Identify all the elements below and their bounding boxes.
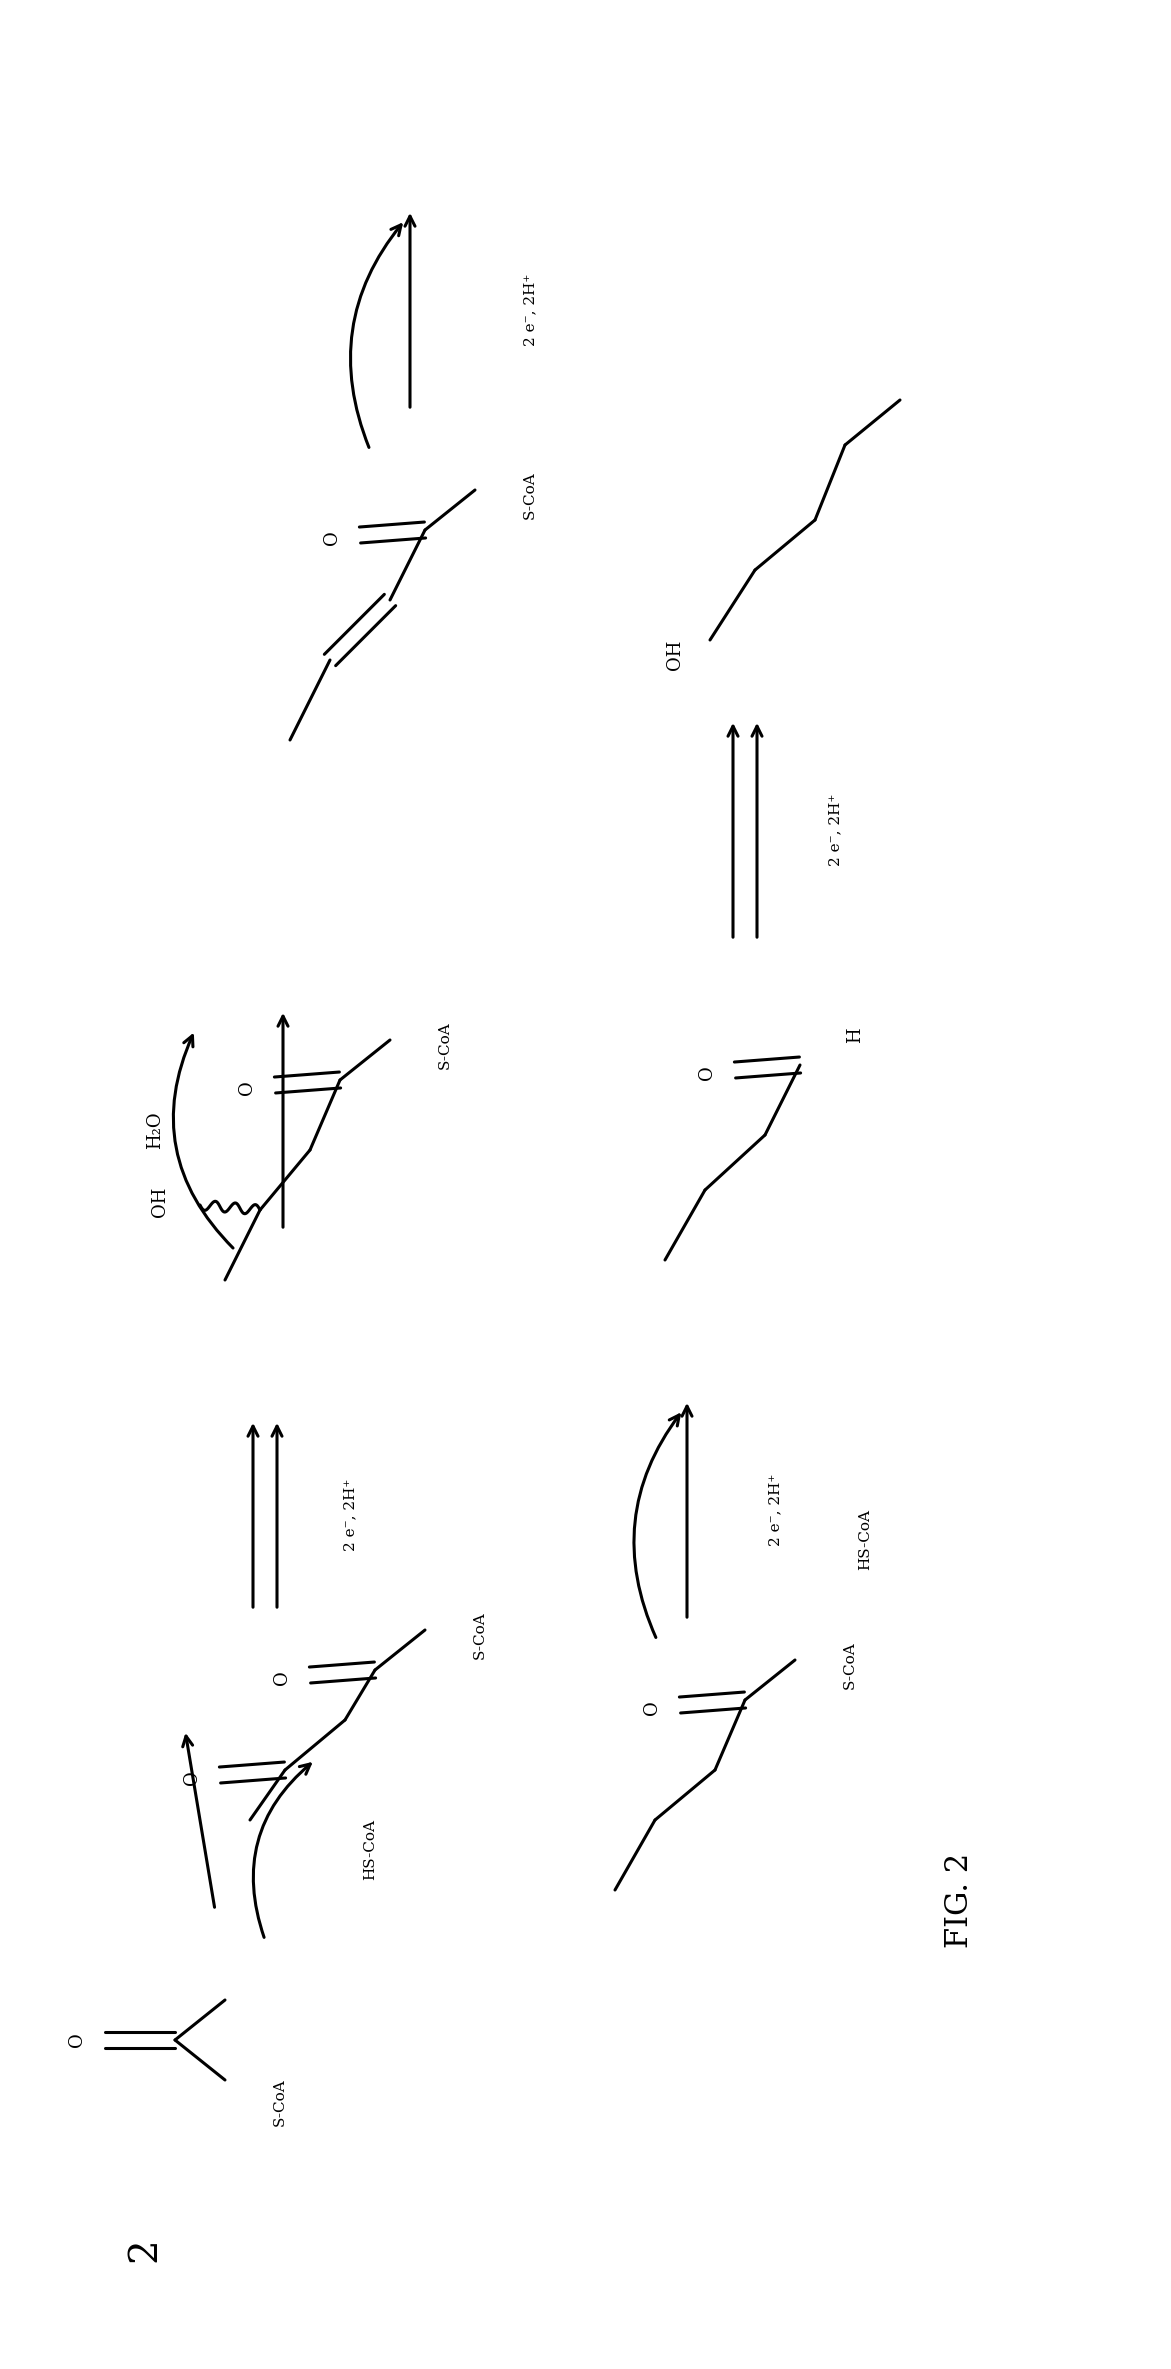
Text: H₂O: H₂O xyxy=(146,1111,164,1149)
Text: HS-CoA: HS-CoA xyxy=(363,1819,377,1881)
Text: O: O xyxy=(323,531,341,545)
Text: O: O xyxy=(273,1670,292,1684)
Text: 2 e⁻, 2H⁺: 2 e⁻, 2H⁺ xyxy=(343,1478,357,1552)
Text: 2: 2 xyxy=(126,2239,164,2262)
Text: S-CoA: S-CoA xyxy=(473,1611,487,1658)
Text: O: O xyxy=(643,1701,660,1715)
Text: S-CoA: S-CoA xyxy=(523,471,537,519)
Text: O: O xyxy=(68,2033,85,2047)
Text: OH: OH xyxy=(666,640,684,670)
Text: O: O xyxy=(698,1066,715,1080)
Text: 2 e⁻, 2H⁺: 2 e⁻, 2H⁺ xyxy=(768,1474,782,1547)
Text: HS-CoA: HS-CoA xyxy=(858,1509,872,1571)
Text: OH: OH xyxy=(151,1187,169,1218)
Text: O: O xyxy=(183,1770,201,1786)
Text: O: O xyxy=(238,1080,256,1094)
Text: 2 e⁻, 2H⁺: 2 e⁻, 2H⁺ xyxy=(828,794,842,867)
Text: 2 e⁻, 2H⁺: 2 e⁻, 2H⁺ xyxy=(523,275,537,346)
Text: S-CoA: S-CoA xyxy=(273,2078,287,2125)
Text: S-CoA: S-CoA xyxy=(843,1642,857,1689)
Text: H: H xyxy=(845,1028,864,1042)
Text: FIG. 2: FIG. 2 xyxy=(945,1853,975,1947)
Text: S-CoA: S-CoA xyxy=(438,1021,452,1068)
